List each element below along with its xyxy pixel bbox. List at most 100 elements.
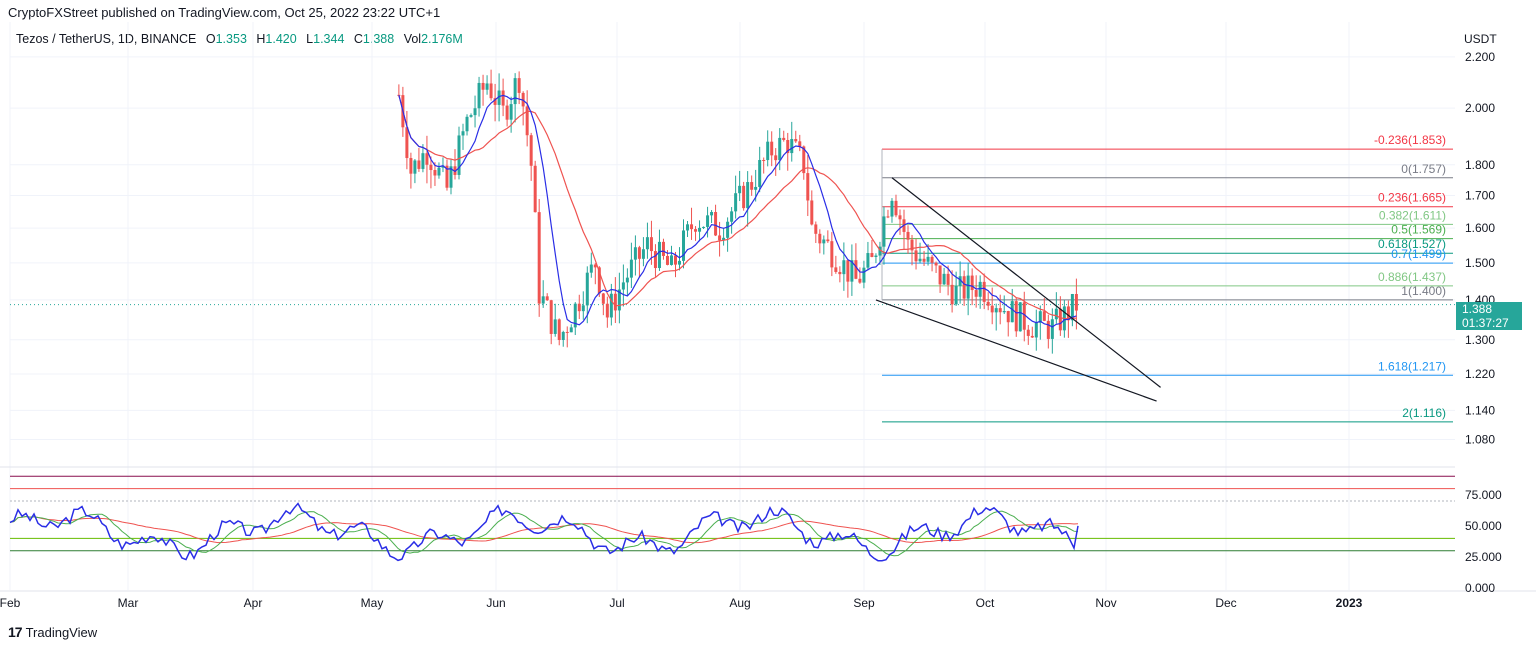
candle-body <box>601 293 605 304</box>
candle-body <box>545 296 549 301</box>
candle-body <box>457 135 461 175</box>
candle-body <box>794 139 798 142</box>
candle-body <box>754 186 758 190</box>
candle-body <box>1038 311 1042 323</box>
candle-body <box>978 281 982 297</box>
candle-body <box>946 273 950 285</box>
price-tick-label: 1.800 <box>1465 158 1495 172</box>
candle-body <box>417 160 421 169</box>
price-tick-label: 1.600 <box>1465 221 1495 235</box>
fib-label: 0.382(1.611) <box>1379 208 1446 222</box>
candle-body <box>1046 320 1050 339</box>
candle-body <box>565 331 569 333</box>
time-tick-label: Mar <box>118 596 139 610</box>
candle-body <box>694 229 698 232</box>
candle-body <box>1074 293 1078 311</box>
price-tick-label: 1.080 <box>1465 433 1495 447</box>
moving-averages <box>398 94 1077 328</box>
candle-body <box>445 165 449 188</box>
candle-body <box>529 135 533 166</box>
time-axis: Feb Mar Apr May Jun Jul Aug Sep Oct Nov Dec 2023 <box>0 596 1363 610</box>
candles <box>397 69 1078 354</box>
tradingview-brand[interactable]: 17 TradingView <box>8 624 97 640</box>
candle-body <box>826 239 830 242</box>
candle-body <box>641 249 645 259</box>
open-value: 1.353 <box>215 32 247 46</box>
candle-body <box>1014 301 1018 332</box>
rsi-tick-label: 0.000 <box>1465 581 1495 595</box>
time-tick-label: Aug <box>729 596 750 610</box>
candle-body <box>802 146 806 174</box>
candle-body <box>834 267 838 272</box>
candle-body <box>926 256 930 262</box>
candle-body <box>938 265 942 285</box>
candle-body <box>649 237 653 252</box>
slow-ma-line <box>398 94 1077 320</box>
candle-body <box>950 284 954 305</box>
candle-body <box>762 159 766 161</box>
time-tick-label: Apr <box>244 596 263 610</box>
candle-body <box>886 216 890 218</box>
open-label: O <box>205 32 216 46</box>
candle-body <box>585 272 589 306</box>
candle-body <box>818 233 822 244</box>
publisher-header: CryptoFXStreet published on TradingView.… <box>8 5 441 20</box>
candle-body <box>437 167 441 176</box>
candle-body <box>1006 311 1010 323</box>
candle-body <box>870 253 874 258</box>
candle-body <box>429 164 433 171</box>
tradingview-logo-icon: 17 <box>8 624 23 640</box>
candle-body <box>433 170 437 176</box>
fib-levels: -0.236(1.853) 0(1.757) 0.236(1.665) 0.382(1… <box>881 133 1453 423</box>
fast-ma-line <box>398 94 1077 328</box>
candle-body <box>750 182 754 190</box>
price-axis: 2.2002.0001.8001.7001.6001.5001.4001.300… <box>1465 50 1495 447</box>
candle-body <box>758 159 762 187</box>
wedge-upper-trendline <box>891 177 1161 388</box>
candle-body <box>1042 311 1046 321</box>
candle-body <box>1050 319 1054 339</box>
candle-body <box>441 165 445 168</box>
candle-body <box>734 193 738 212</box>
candle-body <box>569 327 573 333</box>
candle-body <box>425 153 429 165</box>
low-value: 1.344 <box>313 32 345 46</box>
candle-body <box>954 285 958 305</box>
candle-body <box>617 289 621 311</box>
candle-body <box>782 137 786 140</box>
candle-body <box>742 185 746 209</box>
candle-body <box>778 137 782 161</box>
candle-body <box>738 185 742 194</box>
candle-body <box>990 305 994 313</box>
candle-body <box>890 200 894 217</box>
high-value: 1.420 <box>265 32 297 46</box>
candle-body <box>874 255 878 258</box>
rsi-pane: 75.000 50.000 25.000 0.000 <box>9 475 1502 595</box>
time-tick-label: Nov <box>1095 596 1116 610</box>
candle-body <box>766 141 770 161</box>
price-tick-label: 1.700 <box>1465 189 1495 203</box>
price-tick-label: 1.300 <box>1465 333 1495 347</box>
candle-body <box>846 260 850 282</box>
candle-body <box>533 165 537 213</box>
symbol-name[interactable]: Tezos / TetherUS, 1D, BINANCE <box>16 32 197 46</box>
candle-body <box>657 241 661 269</box>
volume-value: 2.176M <box>421 32 463 46</box>
candle-body <box>1066 306 1070 321</box>
candle-body <box>814 224 818 234</box>
candle-body <box>710 212 714 216</box>
candle-body <box>481 82 485 90</box>
price-tick-label: 1.220 <box>1465 367 1495 381</box>
candle-body <box>962 276 966 299</box>
candle-body <box>838 271 842 275</box>
candle-body <box>850 260 854 282</box>
time-tick-label: Dec <box>1215 596 1236 610</box>
candle-body <box>653 251 657 269</box>
candle-body <box>453 166 457 175</box>
candle-body <box>461 131 465 136</box>
candle-body <box>922 258 926 262</box>
rsi-tick-label: 50.000 <box>1465 519 1502 533</box>
candle-body <box>958 276 962 286</box>
candle-body <box>513 78 517 105</box>
